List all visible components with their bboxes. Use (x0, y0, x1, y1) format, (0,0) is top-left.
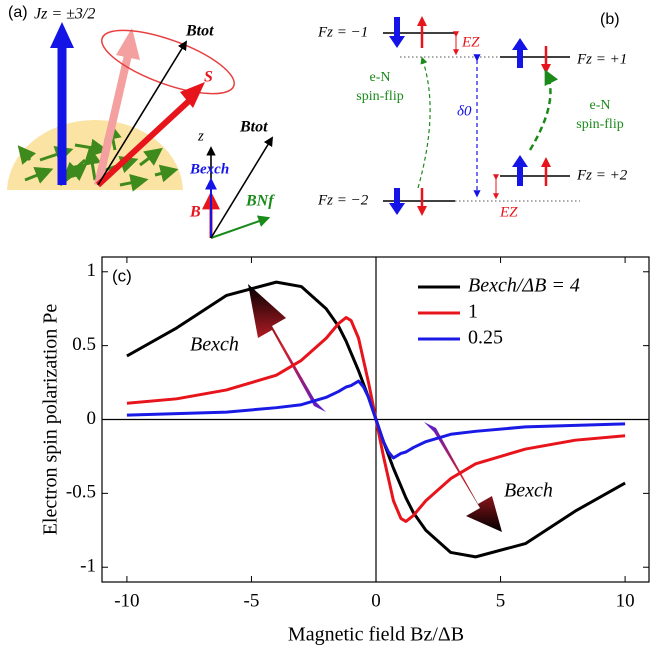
s-label: S (204, 69, 213, 86)
x-tick-label: 10 (616, 590, 635, 611)
ez-label: EZ (499, 204, 518, 220)
btot-label: Btot (185, 23, 214, 40)
y-tick-label: 0 (87, 408, 97, 429)
b-label: B (189, 204, 201, 221)
field-inset (202, 136, 273, 239)
panel-label: (a) (8, 4, 28, 21)
series-line (126, 379, 626, 460)
legend-label: Bexch/ΔB = 4 (468, 275, 580, 297)
bnf-label: BNf (245, 193, 275, 210)
btot-inset-label: Btot (239, 119, 268, 136)
y-tick-label: -1 (80, 556, 96, 577)
flip-arrow (528, 69, 559, 151)
spin-precession-head (116, 28, 140, 60)
x-tick-label: 0 (371, 590, 381, 611)
flip-arrow (417, 56, 431, 189)
panel-c: -10 -5 0 5 10 -1 -0.5 0 0.5 1 Magnetic field Bz/ΔB… (40, 256, 650, 646)
annotation: Bexch (504, 480, 553, 502)
legend-label: 1 (468, 301, 478, 323)
z-label: z (197, 128, 204, 144)
flip-label: spin-flip (356, 89, 403, 104)
s-arrow-head (180, 82, 205, 108)
s-arrow (95, 97, 193, 188)
level-label: Fz = −1 (317, 24, 368, 40)
nuclear-region (7, 120, 183, 190)
jz-arrow-head (50, 22, 74, 48)
bexch-arrow (248, 284, 326, 412)
panel-label: (b) (600, 11, 620, 28)
x-tick-label: -5 (244, 590, 260, 611)
bexch-arrow (424, 422, 502, 532)
level-label: Fz = +1 (576, 51, 627, 67)
panel-a: (a) Jz = ±3/2 Btot S z Btot Bexch B BNf (7, 4, 275, 239)
panel-label: (c) (112, 266, 132, 285)
y-tick-label: -0.5 (66, 482, 96, 503)
spin-precession-arrow (94, 54, 132, 186)
flip-label: spin-flip (576, 117, 623, 132)
level-label: Fz = +2 (576, 167, 628, 183)
bexch-label: Bexch (189, 161, 229, 177)
spins (389, 16, 551, 216)
level-label: Fz = −2 (317, 192, 369, 208)
y-tick-label: 1 (87, 260, 97, 281)
x-axis-label: Magnetic field Bz/ΔB (288, 624, 464, 646)
annotation: Bexch (190, 334, 239, 356)
btot-arrow (97, 40, 188, 186)
y-tick-label: 0.5 (72, 334, 96, 355)
flip-label: e-N (590, 98, 611, 113)
legend-label: 0.25 (468, 327, 503, 349)
jz-label: Jz = ±3/2 (34, 6, 95, 23)
x-tick-label: 5 (496, 590, 506, 611)
x-tick-label: -10 (114, 590, 139, 611)
flip-label: e-N (370, 70, 391, 85)
panel-b: (b) Fz = −1 Fz = +1 Fz = −2 Fz = +2 EZ E… (317, 11, 628, 220)
y-axis-label: Electron spin polarization Pe (40, 304, 62, 536)
dotted-levels (400, 56, 580, 202)
delta-label: δ0 (457, 103, 472, 119)
ez-label: EZ (461, 34, 480, 50)
